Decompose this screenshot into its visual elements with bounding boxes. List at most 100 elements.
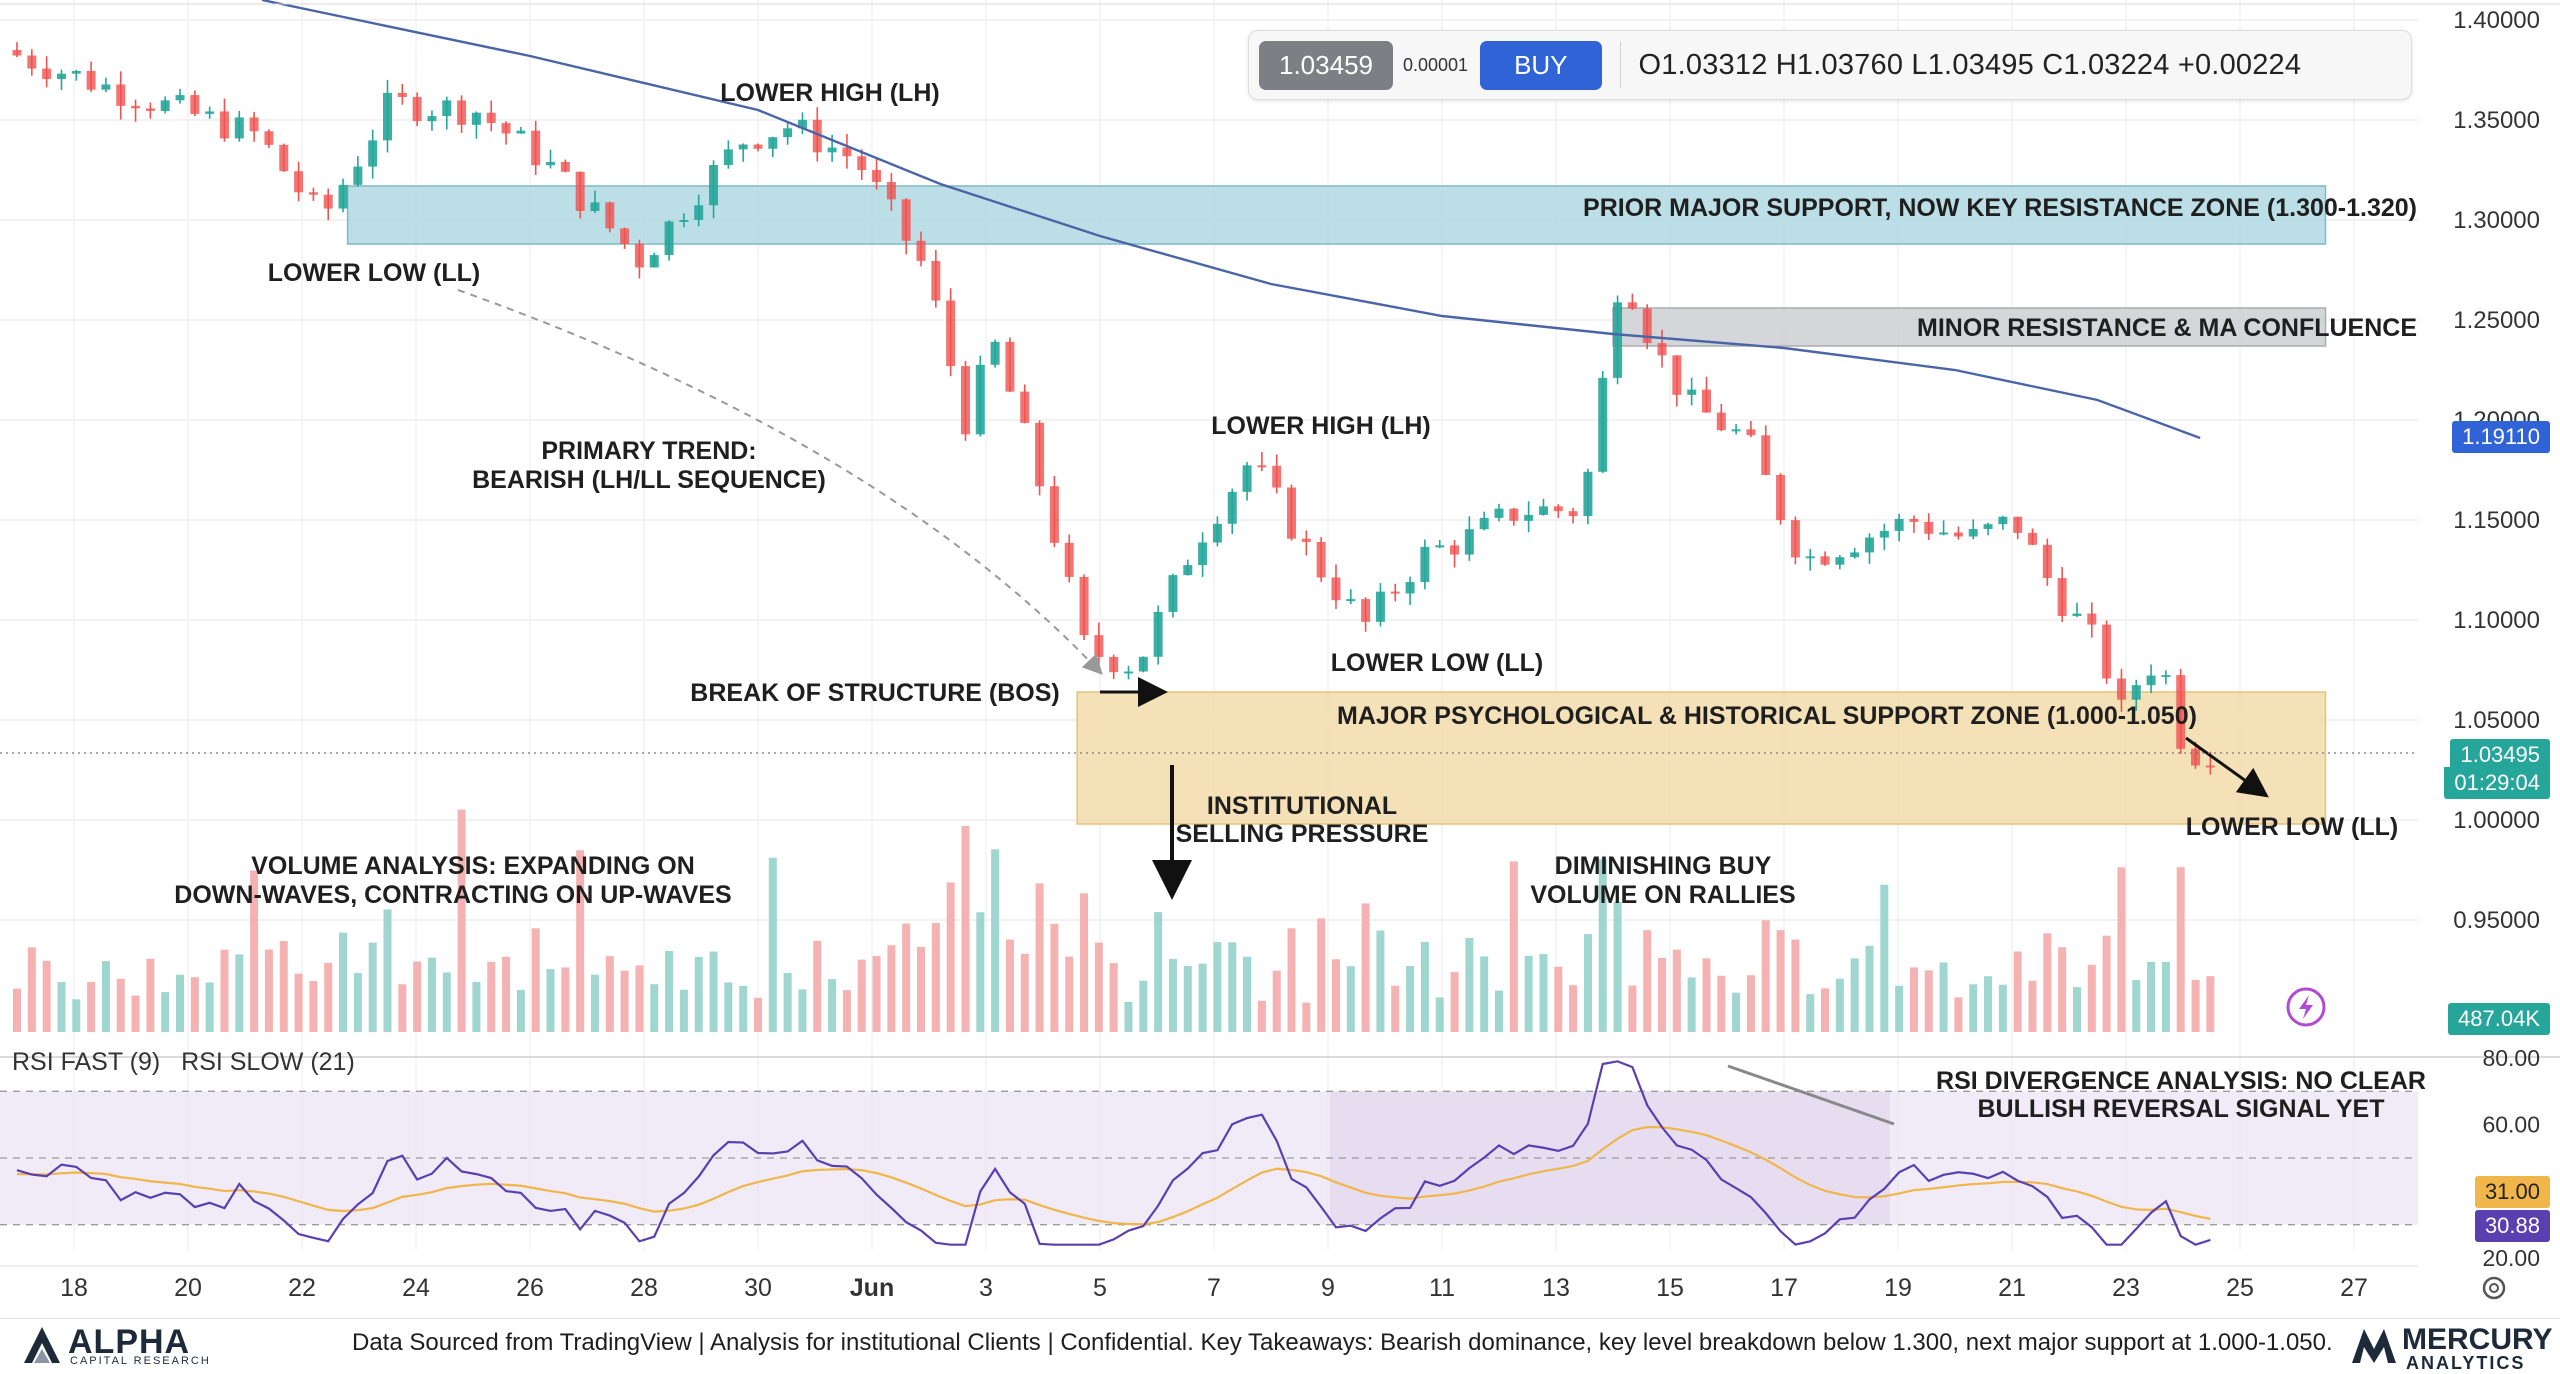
volume-bar (1020, 953, 1029, 1032)
candle-body (575, 171, 585, 212)
volume-bar (828, 979, 837, 1032)
volume-bar (1435, 997, 1444, 1032)
volume-bar (2191, 980, 2200, 1032)
volume-bar (27, 947, 36, 1032)
candle-body (1983, 524, 1993, 530)
candle-body (1583, 471, 1593, 517)
candle-body (353, 166, 363, 185)
volume-bar (768, 857, 777, 1032)
time-tick-label: 28 (630, 1274, 658, 1302)
volume-bar (279, 941, 288, 1032)
volume-bar (87, 982, 96, 1032)
time-tick-label: 13 (1542, 1274, 1570, 1302)
candle-body (960, 366, 970, 435)
candle-body (1183, 565, 1193, 576)
mercury-logo: MERCURY ANALYTICS (2350, 1323, 2560, 1373)
volume-bar (2132, 980, 2141, 1032)
candle-body (27, 55, 37, 69)
lightning-icon[interactable] (2286, 987, 2326, 1027)
alpha-logo-sub: CAPITAL RESEARCH (70, 1355, 211, 1367)
candle-body (323, 194, 333, 209)
volume-bar (1065, 956, 1074, 1032)
volume-bar (2013, 951, 2022, 1032)
volume-bar (2206, 976, 2215, 1032)
candle-body (294, 171, 304, 193)
volume-bar (220, 949, 229, 1032)
volume-bar (961, 826, 970, 1032)
rsi-fast-legend[interactable]: RSI FAST (9) (12, 1048, 161, 1076)
gear-icon[interactable] (2482, 1276, 2506, 1300)
price-tick-label: 1.25000 (2453, 307, 2540, 334)
volume-bar (1761, 920, 1770, 1032)
volume-bar (1465, 937, 1474, 1032)
time-tick-label: 17 (1770, 1274, 1798, 1302)
rsi-slow-legend[interactable]: RSI SLOW (21) (181, 1048, 355, 1076)
candle-body (1464, 529, 1474, 555)
mercury-logo-name: MERCURY (2402, 1323, 2553, 1356)
buy-button[interactable]: BUY (1480, 40, 1602, 90)
candle-body (1064, 542, 1074, 577)
volume-bar (235, 954, 244, 1032)
time-tick-label: 3 (979, 1274, 993, 1302)
candle-body (546, 161, 556, 166)
candle-body (634, 243, 644, 268)
volume-bar (146, 958, 155, 1032)
candle-body (1613, 302, 1623, 378)
volume-bar (1776, 930, 1785, 1032)
candle-body (338, 184, 348, 209)
candle-body (2042, 544, 2052, 579)
candle-body (1049, 486, 1059, 543)
volume-bar (1835, 978, 1844, 1032)
volume-bar (1643, 930, 1652, 1032)
time-tick-label: 9 (1321, 1274, 1335, 1302)
candle-body (160, 100, 170, 111)
label-institutional-2: SELLING PRESSURE (1175, 820, 1429, 848)
label-rsi-divergence-1: RSI DIVERGENCE ANALYSIS: NO CLEAR (1936, 1067, 2426, 1095)
candle-body (1094, 635, 1104, 657)
label-lower-low-2: LOWER LOW (LL) (1330, 649, 1544, 677)
volume-bar (72, 999, 81, 1032)
volume-bar (1495, 990, 1503, 1032)
candle-body (175, 95, 185, 101)
candle-body (1909, 518, 1919, 522)
candle-body (664, 221, 674, 256)
volume-bar (917, 946, 926, 1032)
price-tick-label: 1.30000 (2453, 207, 2540, 234)
label-primary-trend-2: BEARISH (LH/LL SEQUENCE) (472, 466, 826, 494)
volume-bar (324, 962, 333, 1032)
gear-hub (2489, 1283, 2499, 1293)
candle-body (842, 147, 852, 157)
rsi-legend[interactable]: RSI FAST (9) RSI SLOW (21) (12, 1048, 369, 1077)
volume-bar (1480, 956, 1489, 1032)
bid-price[interactable]: 1.03459 (1259, 40, 1393, 90)
volume-bar (590, 974, 599, 1032)
zone-rect (346, 185, 2327, 245)
volume-bar (842, 990, 851, 1032)
candle-body (516, 130, 526, 134)
volume-bar (1613, 901, 1622, 1032)
candle-body (56, 73, 66, 80)
volume-bar (1035, 883, 1044, 1032)
volume-bar (398, 984, 407, 1032)
candle-body (605, 202, 615, 229)
candle-body (1287, 487, 1297, 539)
candle-body (442, 100, 452, 117)
candle-body (886, 181, 896, 200)
candle-body (1005, 341, 1015, 392)
candle-body (2191, 748, 2201, 766)
volume-bar (783, 972, 792, 1032)
time-tick-label: 11 (1429, 1274, 1455, 1302)
volume-bar (1554, 966, 1563, 1032)
volume-bar (679, 989, 688, 1032)
volume-bar (2087, 964, 2096, 1032)
trading-toolbar: 1.03459 0.00001 BUY O1.03312 H1.03760 L1… (1248, 30, 2412, 100)
volume-bar (902, 923, 911, 1032)
volume-bar (1361, 903, 1370, 1032)
volume-bar (1732, 992, 1741, 1032)
volume-bar (1658, 957, 1667, 1032)
time-tick-label: 20 (174, 1274, 202, 1302)
candle-body (1761, 435, 1771, 475)
label-volume-analysis-1: VOLUME ANALYSIS: EXPANDING ON (251, 852, 695, 880)
candle-body (1716, 412, 1726, 431)
